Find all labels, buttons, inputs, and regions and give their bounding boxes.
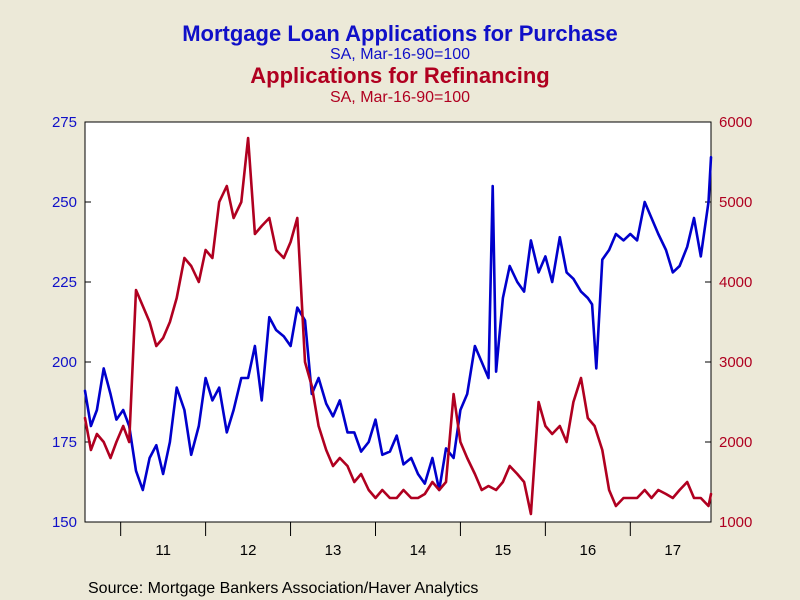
left-axis-label: 175 — [52, 434, 77, 451]
right-axis-label: 3000 — [719, 354, 752, 371]
x-axis-label: 16 — [579, 542, 596, 559]
source-note: Source: Mortgage Bankers Association/Hav… — [88, 580, 478, 597]
left-axis-label: 150 — [52, 514, 77, 531]
right-axis-label: 1000 — [719, 514, 752, 531]
right-axis-label: 6000 — [719, 114, 752, 131]
refinancing-series-line — [83, 136, 713, 516]
x-axis-label: 17 — [664, 542, 681, 559]
plot-area — [84, 121, 712, 523]
purchase-series-line — [83, 155, 713, 492]
chart-title-purchase: Mortgage Loan Applications for Purchase — [182, 21, 618, 46]
x-axis-label: 15 — [495, 542, 512, 559]
x-axis-label: 13 — [325, 542, 342, 559]
left-axis-label: 275 — [52, 114, 77, 131]
chart-subtitle-refinancing: SA, Mar-16-90=100 — [330, 89, 470, 106]
left-axis-label: 200 — [52, 354, 77, 371]
left-axis-label: 250 — [52, 194, 77, 211]
x-axis-label: 14 — [410, 542, 427, 559]
x-axis-label: 11 — [155, 542, 171, 559]
axes-layer: 150 175 200 225 250 275 1000 2000 3000 4000 5000 60… — [52, 114, 752, 559]
chart-title-refinancing: Applications for Refinancing — [250, 63, 549, 88]
series-layer — [83, 136, 713, 516]
chart-subtitle-purchase: SA, Mar-16-90=100 — [330, 46, 470, 63]
right-axis-label: 5000 — [719, 194, 752, 211]
left-axis-label: 225 — [52, 274, 77, 291]
right-axis-label: 2000 — [719, 434, 752, 451]
right-axis-label: 4000 — [719, 274, 752, 291]
x-axis-label: 12 — [240, 542, 257, 559]
